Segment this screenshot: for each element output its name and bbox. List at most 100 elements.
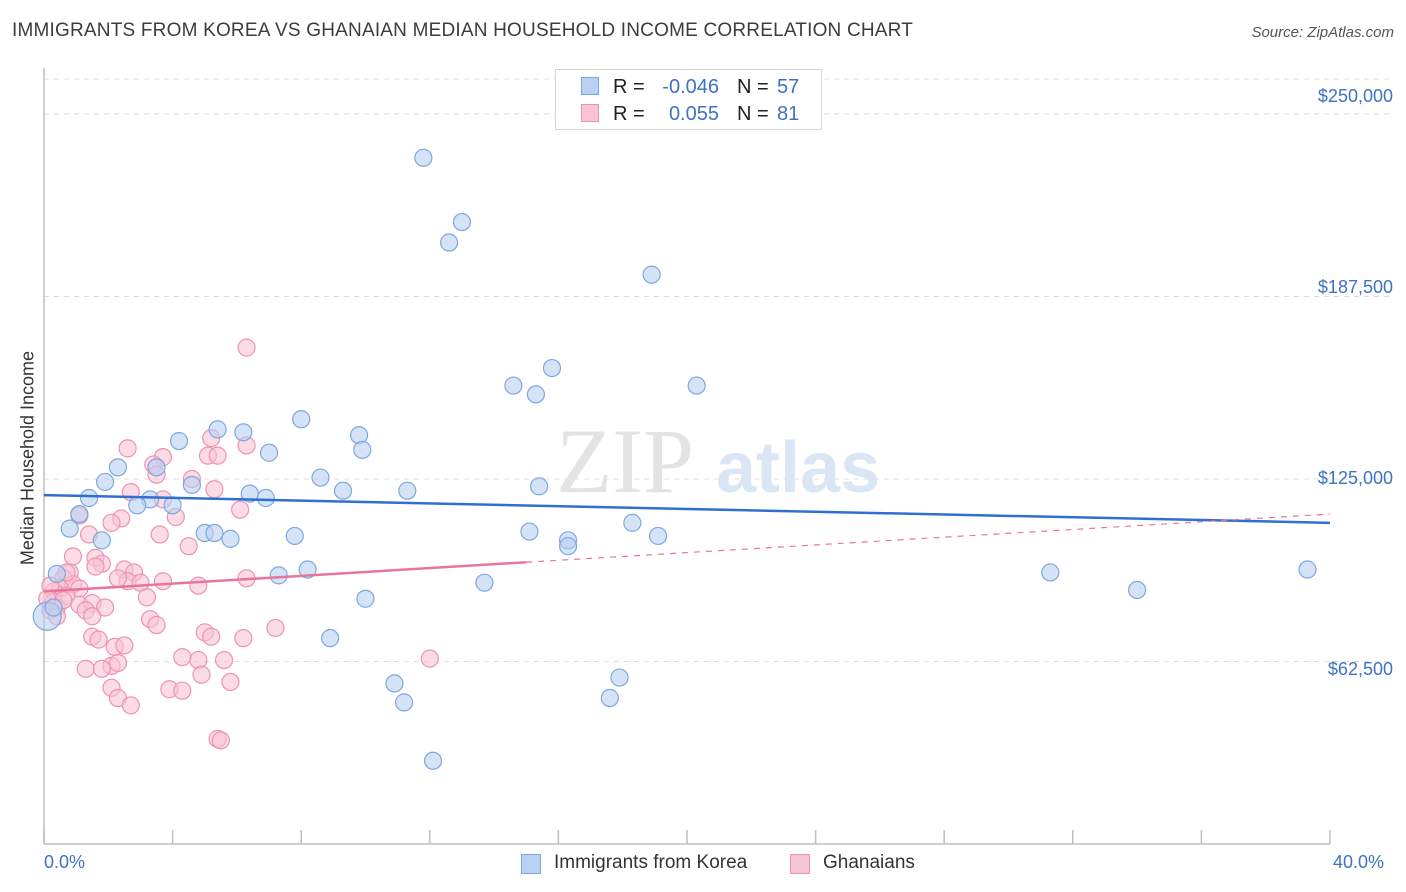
trend-line-ghana bbox=[43, 560, 527, 593]
data-point-korea bbox=[600, 688, 619, 708]
data-point-ghana bbox=[420, 649, 439, 668]
data-point-korea bbox=[208, 420, 227, 439]
data-point-ghana bbox=[221, 672, 240, 692]
legend-r-value: -0.046 bbox=[662, 76, 719, 98]
data-point-korea bbox=[60, 519, 79, 538]
data-point-korea bbox=[292, 410, 311, 429]
data-point-korea bbox=[520, 522, 539, 541]
data-point-ghana bbox=[150, 525, 169, 544]
data-point-ghana bbox=[208, 446, 227, 465]
data-point-ghana bbox=[179, 537, 198, 556]
x-tick-label: 40.0% bbox=[1333, 852, 1385, 872]
data-point-ghana bbox=[76, 659, 95, 678]
legend-n-label: N = bbox=[737, 76, 769, 98]
data-point-korea bbox=[128, 496, 147, 515]
correlation-legend: R = -0.046 N = 57 R = 0.055 N = 81 bbox=[555, 69, 822, 130]
chart-source: Source: ZipAtlas.com bbox=[1251, 24, 1394, 41]
data-point-ghana bbox=[231, 500, 250, 519]
data-point-korea bbox=[398, 481, 417, 500]
data-point-ghana bbox=[211, 731, 230, 750]
bottom-legend-swatch-korea bbox=[521, 854, 541, 874]
legend-swatch-ghana bbox=[581, 104, 599, 122]
watermark-zip: ZIP bbox=[556, 410, 694, 512]
data-point-korea bbox=[44, 598, 63, 617]
legend-n-value: 81 bbox=[777, 103, 800, 125]
watermark-atlas: atlas bbox=[716, 428, 880, 508]
data-point-korea bbox=[1041, 563, 1060, 582]
data-point-korea bbox=[269, 566, 288, 585]
data-point-korea bbox=[610, 668, 629, 687]
data-point-korea bbox=[504, 376, 523, 395]
data-point-ghana bbox=[173, 681, 192, 700]
data-point-korea bbox=[687, 376, 706, 395]
bottom-legend-label-korea: Immigrants from Korea bbox=[554, 852, 748, 873]
data-point-korea bbox=[423, 751, 443, 770]
data-point-korea bbox=[95, 472, 115, 492]
data-point-ghana bbox=[83, 607, 102, 626]
data-point-korea bbox=[92, 531, 111, 550]
data-point-korea bbox=[298, 560, 317, 579]
data-point-korea bbox=[70, 504, 89, 524]
axes bbox=[43, 68, 1331, 845]
data-point-ghana bbox=[108, 569, 128, 588]
data-point-ghana bbox=[237, 338, 256, 357]
data-point-ghana bbox=[205, 480, 224, 499]
data-point-korea bbox=[439, 233, 459, 252]
data-point-korea bbox=[221, 529, 240, 548]
data-point-korea bbox=[47, 564, 66, 584]
y-axis-label: Median Household Income bbox=[17, 350, 38, 566]
y-tick-label: $125,000 bbox=[1317, 468, 1393, 488]
data-point-korea bbox=[356, 589, 375, 608]
data-point-korea bbox=[642, 265, 661, 284]
data-point-korea bbox=[542, 358, 562, 378]
data-point-korea bbox=[311, 468, 330, 487]
y-tick-label: $250,000 bbox=[1317, 86, 1393, 106]
data-point-ghana bbox=[63, 547, 83, 566]
data-point-ghana bbox=[115, 636, 134, 655]
data-point-korea bbox=[205, 523, 224, 543]
data-point-ghana bbox=[92, 659, 111, 678]
data-point-ghana bbox=[266, 618, 285, 638]
trend-line-korea bbox=[43, 493, 1331, 525]
data-point-korea bbox=[475, 573, 494, 592]
legend-n-label: N = bbox=[737, 103, 769, 125]
chart-title: IMMIGRANTS FROM KOREA VS GHANAIAN MEDIAN… bbox=[12, 20, 914, 41]
series-korea bbox=[32, 148, 1317, 770]
data-point-korea bbox=[530, 477, 549, 496]
data-point-korea bbox=[169, 431, 189, 451]
trend-lines bbox=[43, 493, 1331, 593]
data-point-ghana bbox=[89, 630, 108, 649]
legend-swatch-korea bbox=[581, 77, 599, 95]
data-point-korea bbox=[353, 440, 372, 459]
data-point-korea bbox=[414, 148, 433, 167]
data-point-korea bbox=[79, 488, 99, 508]
data-point-korea bbox=[623, 513, 642, 532]
data-point-ghana bbox=[153, 572, 173, 591]
data-point-korea bbox=[394, 693, 414, 712]
data-point-korea bbox=[182, 475, 201, 494]
bottom-legend-label-ghana: Ghanaians bbox=[823, 852, 915, 873]
bottom-legend-swatch-ghana bbox=[790, 854, 810, 874]
data-point-korea bbox=[321, 629, 340, 648]
data-point-korea bbox=[285, 526, 304, 546]
data-point-korea bbox=[1298, 560, 1317, 579]
data-point-korea bbox=[163, 496, 182, 515]
data-point-korea bbox=[234, 423, 253, 442]
data-point-ghana bbox=[86, 557, 105, 576]
data-point-ghana bbox=[189, 576, 208, 595]
data-point-ghana bbox=[95, 598, 115, 617]
data-point-korea bbox=[1127, 580, 1147, 600]
data-point-korea bbox=[256, 488, 275, 508]
data-point-ghana bbox=[121, 696, 140, 715]
data-point-ghana bbox=[137, 588, 156, 607]
data-point-ghana bbox=[102, 513, 121, 532]
data-point-ghana bbox=[234, 629, 253, 648]
data-point-ghana bbox=[192, 665, 211, 684]
data-point-korea bbox=[558, 537, 578, 556]
data-point-korea bbox=[648, 526, 668, 546]
legend-n-value: 57 bbox=[777, 76, 800, 98]
data-point-korea bbox=[526, 385, 545, 404]
data-point-korea bbox=[452, 212, 472, 232]
data-point-korea bbox=[333, 481, 353, 500]
